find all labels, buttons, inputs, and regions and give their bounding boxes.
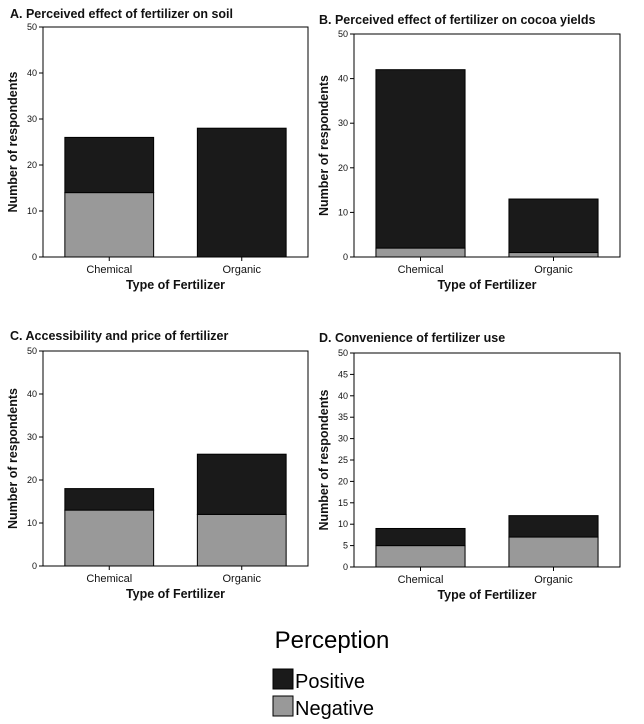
x-tick-label: Organic: [222, 264, 261, 276]
y-tick-label: 20: [338, 163, 348, 173]
bar-positive-organic: [508, 515, 599, 538]
bar-negative-chemical: [375, 545, 466, 568]
y-axis-label: Number of respondents: [6, 388, 20, 529]
y-tick-label: 45: [338, 369, 348, 379]
y-axis-label: Number of respondents: [6, 71, 20, 212]
chart-title: A. Perceived effect of fertilizer on soi…: [10, 7, 233, 21]
legend-title: Perception: [275, 627, 390, 654]
chart-panel-2: B. Perceived effect of fertilizer on coc…: [317, 13, 621, 292]
y-tick-label: 30: [27, 114, 37, 124]
y-tick-label: 25: [338, 455, 348, 465]
bar-negative-chemical: [64, 509, 155, 567]
y-tick-label: 10: [338, 519, 348, 529]
chart-panel-3: C. Accessibility and price of fertilizer…: [6, 329, 309, 601]
bar-positive-chemical: [64, 488, 155, 511]
y-tick-label: 10: [27, 518, 37, 528]
y-tick-label: 0: [343, 252, 348, 262]
x-tick-label: Chemical: [398, 264, 444, 276]
bar-positive-organic: [196, 127, 287, 258]
x-axis-label: Type of Fertilizer: [126, 278, 225, 292]
y-axis-label: Number of respondents: [317, 75, 331, 216]
y-tick-label: 0: [32, 561, 37, 571]
y-tick-label: 0: [32, 252, 37, 262]
legend-label-positive: Positive: [295, 671, 365, 693]
y-tick-label: 50: [338, 348, 348, 358]
y-tick-label: 50: [338, 29, 348, 39]
plot-frame: [353, 33, 621, 258]
bar-negative-organic: [508, 252, 599, 258]
bar-negative-chemical: [375, 247, 466, 258]
bar-negative-chemical: [64, 192, 155, 258]
x-axis-label: Type of Fertilizer: [126, 587, 225, 601]
bar-positive-chemical: [64, 136, 155, 194]
legend-swatch-negative: [272, 695, 294, 717]
chart-panel-4: D. Convenience of fertilizer use 0 5 10 15 20…: [317, 331, 621, 602]
chart-title: B. Perceived effect of fertilizer on coc…: [319, 13, 596, 27]
bar-negative-organic: [508, 536, 599, 568]
chart-panels: A. Perceived effect of fertilizer on soi…: [6, 7, 621, 602]
y-tick-label: 0: [343, 562, 348, 572]
bar-positive-chemical: [375, 527, 466, 547]
y-tick-label: 15: [338, 498, 348, 508]
y-tick-label: 5: [343, 541, 348, 551]
y-tick-label: 40: [27, 68, 37, 78]
x-tick-label: Chemical: [398, 574, 444, 586]
y-tick-label: 10: [338, 207, 348, 217]
y-tick-label: 30: [338, 118, 348, 128]
bar-negative-organic: [196, 513, 287, 567]
chart-title: C. Accessibility and price of fertilizer: [10, 329, 228, 343]
legend: Perception Positive Negative: [272, 627, 390, 720]
chart-title: D. Convenience of fertilizer use: [319, 331, 505, 345]
y-tick-label: 50: [27, 22, 37, 32]
plot-frame: [42, 26, 309, 258]
bar-positive-organic: [196, 453, 287, 515]
y-tick-label: 40: [338, 74, 348, 84]
legend-label-negative: Negative: [295, 698, 374, 720]
y-tick-label: 40: [338, 391, 348, 401]
bar-positive-chemical: [375, 69, 466, 249]
y-tick-label: 40: [27, 389, 37, 399]
y-tick-label: 10: [27, 206, 37, 216]
x-tick-label: Organic: [534, 574, 573, 586]
x-tick-label: Chemical: [86, 573, 132, 585]
y-tick-label: 30: [338, 434, 348, 444]
y-tick-label: 20: [27, 475, 37, 485]
y-axis-label: Number of respondents: [317, 389, 331, 530]
y-tick-label: 20: [338, 476, 348, 486]
x-tick-label: Organic: [222, 573, 261, 585]
plot-frame: [42, 350, 309, 567]
bar-positive-organic: [508, 198, 599, 254]
x-tick-label: Organic: [534, 264, 573, 276]
x-axis-label: Type of Fertilizer: [437, 278, 536, 292]
y-tick-label: 35: [338, 412, 348, 422]
y-tick-label: 30: [27, 432, 37, 442]
x-axis-label: Type of Fertilizer: [437, 588, 536, 602]
y-tick-label: 50: [27, 346, 37, 356]
x-tick-label: Chemical: [86, 264, 132, 276]
y-tick-label: 20: [27, 160, 37, 170]
chart-panel-1: A. Perceived effect of fertilizer on soi…: [6, 7, 309, 292]
legend-swatch-positive: [272, 668, 294, 690]
